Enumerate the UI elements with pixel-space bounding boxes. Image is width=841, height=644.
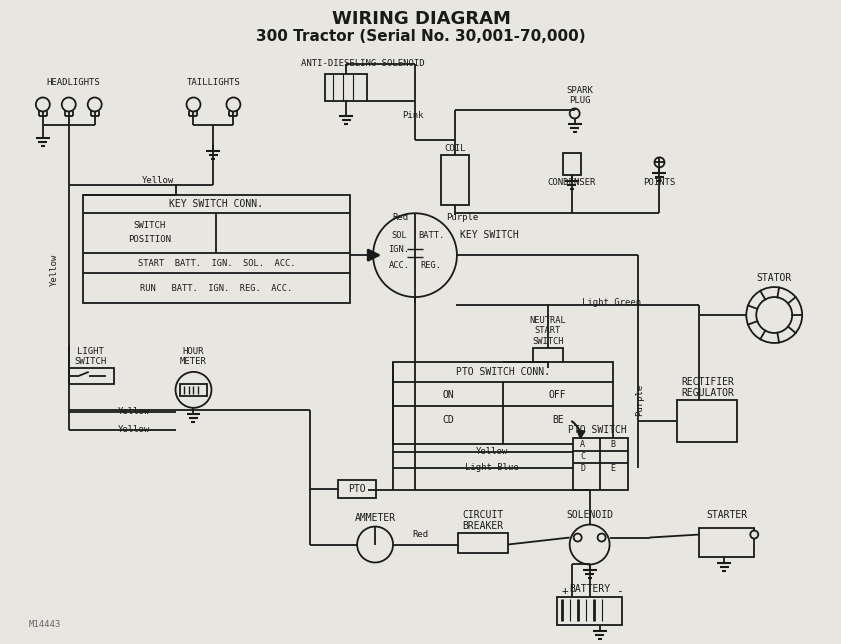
Circle shape xyxy=(61,97,76,111)
Text: PTO SWITCH CONN.: PTO SWITCH CONN. xyxy=(456,367,550,377)
Text: Red: Red xyxy=(412,530,428,539)
Circle shape xyxy=(574,533,582,542)
Text: BATT.: BATT. xyxy=(418,231,444,240)
Circle shape xyxy=(36,97,50,111)
Text: Purple: Purple xyxy=(635,384,644,416)
Text: KEY SWITCH: KEY SWITCH xyxy=(461,230,519,240)
Circle shape xyxy=(87,97,102,111)
Text: STARTER: STARTER xyxy=(706,509,748,520)
Text: SPARK: SPARK xyxy=(566,86,593,95)
Text: OFF: OFF xyxy=(549,390,567,400)
Text: POSITION: POSITION xyxy=(128,234,171,243)
Text: Red: Red xyxy=(392,213,408,222)
Text: D: D xyxy=(580,464,585,473)
Text: METER: METER xyxy=(180,357,207,366)
Circle shape xyxy=(226,97,241,111)
Text: REG.: REG. xyxy=(420,261,442,270)
Text: START  BATT.  IGN.  SOL.  ACC.: START BATT. IGN. SOL. ACC. xyxy=(138,259,295,268)
Text: E: E xyxy=(610,464,615,473)
Bar xyxy=(678,400,738,442)
Circle shape xyxy=(569,108,579,118)
Bar xyxy=(700,527,754,558)
Text: AMMETER: AMMETER xyxy=(355,513,395,522)
Text: PTO SWITCH: PTO SWITCH xyxy=(569,425,627,435)
Bar xyxy=(458,533,508,553)
Text: ACC.: ACC. xyxy=(389,261,410,270)
Text: HEADLIGHTS: HEADLIGHTS xyxy=(46,78,99,87)
Circle shape xyxy=(654,157,664,167)
Text: Yellow: Yellow xyxy=(118,407,150,416)
Circle shape xyxy=(746,287,802,343)
Text: Yellow: Yellow xyxy=(50,254,59,286)
Circle shape xyxy=(373,213,457,297)
Bar xyxy=(532,348,563,368)
Text: SWITCH: SWITCH xyxy=(532,337,563,346)
Bar xyxy=(338,480,376,498)
Text: A: A xyxy=(580,440,585,450)
Circle shape xyxy=(598,533,606,542)
Text: BREAKER: BREAKER xyxy=(463,520,504,531)
Bar xyxy=(563,153,580,175)
Text: SWITCH: SWITCH xyxy=(75,357,107,366)
Bar xyxy=(82,195,350,303)
Bar xyxy=(557,598,621,625)
Text: COIL: COIL xyxy=(444,144,466,153)
Text: IGN.: IGN. xyxy=(389,245,410,254)
Text: CONDENSER: CONDENSER xyxy=(547,178,596,187)
Text: STATOR: STATOR xyxy=(757,273,792,283)
Circle shape xyxy=(756,297,792,333)
Circle shape xyxy=(176,372,211,408)
Circle shape xyxy=(569,525,610,565)
Circle shape xyxy=(187,97,200,111)
Text: Light Green: Light Green xyxy=(582,298,641,307)
Circle shape xyxy=(357,527,393,562)
Text: Pink: Pink xyxy=(402,111,424,120)
Text: START: START xyxy=(535,327,561,336)
Text: KEY SWITCH CONN.: KEY SWITCH CONN. xyxy=(169,199,263,209)
Text: WIRING DIAGRAM: WIRING DIAGRAM xyxy=(331,10,510,28)
Text: M14443: M14443 xyxy=(29,620,61,629)
Circle shape xyxy=(750,531,759,538)
Text: SOLENOID: SOLENOID xyxy=(566,509,613,520)
Text: CIRCUIT: CIRCUIT xyxy=(463,509,504,520)
Text: BE: BE xyxy=(552,415,563,425)
Text: LIGHT: LIGHT xyxy=(77,347,104,356)
Bar xyxy=(69,368,114,384)
Text: TAILLIGHTS: TAILLIGHTS xyxy=(187,78,241,87)
Text: -: - xyxy=(616,587,623,596)
Text: RUN   BATT.  IGN.  REG.  ACC.: RUN BATT. IGN. REG. ACC. xyxy=(140,283,293,292)
Text: RECTIFIER: RECTIFIER xyxy=(681,377,734,387)
Text: Yellow: Yellow xyxy=(476,447,508,456)
Text: Light Blue: Light Blue xyxy=(465,463,519,472)
Text: PLUG: PLUG xyxy=(569,96,590,105)
Text: HOUR: HOUR xyxy=(182,347,204,356)
Text: C: C xyxy=(580,452,585,461)
Text: B: B xyxy=(610,440,615,450)
Text: Yellow: Yellow xyxy=(141,176,174,185)
Bar xyxy=(573,438,627,489)
Text: POINTS: POINTS xyxy=(643,178,675,187)
Text: SWITCH: SWITCH xyxy=(134,221,166,230)
Text: ON: ON xyxy=(442,390,454,400)
Text: PTO: PTO xyxy=(348,484,366,494)
Text: BATTERY: BATTERY xyxy=(569,584,611,594)
Bar xyxy=(325,73,368,102)
Text: CD: CD xyxy=(442,415,454,425)
Text: 300 Tractor (Serial No. 30,001-70,000): 300 Tractor (Serial No. 30,001-70,000) xyxy=(257,29,586,44)
Text: NEUTRAL: NEUTRAL xyxy=(529,316,566,325)
Text: +: + xyxy=(561,587,568,596)
Text: REGULATOR: REGULATOR xyxy=(681,388,734,398)
Text: Yellow: Yellow xyxy=(118,425,150,434)
Text: ANTI-DIESELING SOLENOID: ANTI-DIESELING SOLENOID xyxy=(301,59,425,68)
Bar xyxy=(393,362,612,444)
Text: SOL: SOL xyxy=(391,231,407,240)
Text: Purple: Purple xyxy=(446,213,478,222)
Bar xyxy=(441,155,469,205)
Bar xyxy=(179,384,208,396)
